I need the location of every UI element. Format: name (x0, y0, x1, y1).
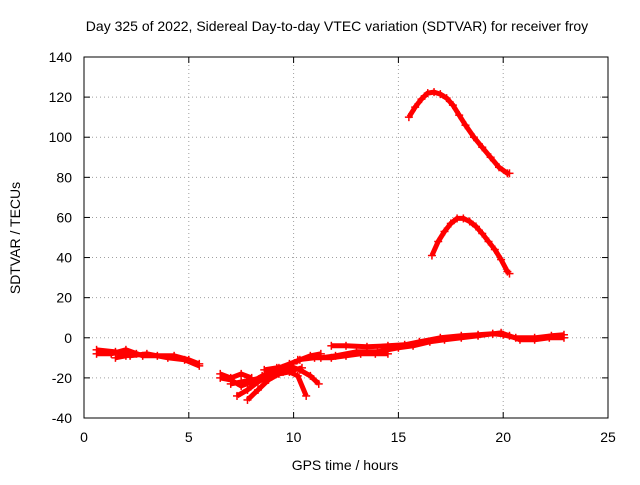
plot-frame (83, 56, 609, 419)
series-layer (92, 88, 568, 404)
y-tick-label: 140 (49, 49, 73, 65)
series-morning-3 (111, 349, 141, 362)
y-axis-label: SDTVAR / TECUs (7, 182, 23, 294)
series-points (216, 369, 256, 382)
series-morning-2 (92, 345, 204, 368)
series-mid-6 (216, 369, 256, 382)
y-tick-label: 0 (64, 330, 72, 346)
x-axis-label: GPS time / hours (292, 457, 399, 473)
y-tick-label: 80 (56, 169, 72, 185)
y-tick-label: 100 (49, 129, 73, 145)
series-line (429, 215, 512, 276)
y-tick-label: 60 (56, 209, 72, 225)
y-tick-label: 40 (56, 250, 72, 266)
y-tick-label: -40 (52, 410, 72, 426)
series-mid-4 (226, 363, 306, 388)
x-tick-label: 10 (286, 429, 302, 445)
series-points (427, 214, 514, 278)
x-tick-label: 15 (391, 429, 407, 445)
y-tick-label: 20 (56, 290, 72, 306)
series-arc-high (404, 88, 514, 178)
series-line (219, 371, 253, 381)
series-points (293, 349, 392, 364)
series-mid-5 (260, 361, 323, 388)
series-mid-7 (293, 349, 392, 364)
series-points (327, 329, 568, 351)
series-points (92, 345, 204, 368)
x-tick-label: 20 (495, 429, 511, 445)
series-base-upper (327, 329, 568, 351)
x-tick-label: 25 (600, 429, 616, 445)
x-tick-label: 0 (80, 429, 88, 445)
series-arc-mid (427, 214, 514, 278)
x-tick-label: 5 (185, 429, 193, 445)
axis-ticks: 0 5 10 15 20 25 -40 -20 0 20 40 60 80 100 120 140 (49, 49, 616, 445)
chart-title: Day 325 of 2022, Sidereal Day-to-day VTE… (86, 18, 588, 34)
series-points (111, 349, 141, 362)
series-line (406, 89, 510, 176)
series-points (404, 88, 514, 178)
y-tick-label: 120 (49, 89, 73, 105)
y-tick-label: -20 (52, 370, 72, 386)
series-points (260, 361, 323, 388)
